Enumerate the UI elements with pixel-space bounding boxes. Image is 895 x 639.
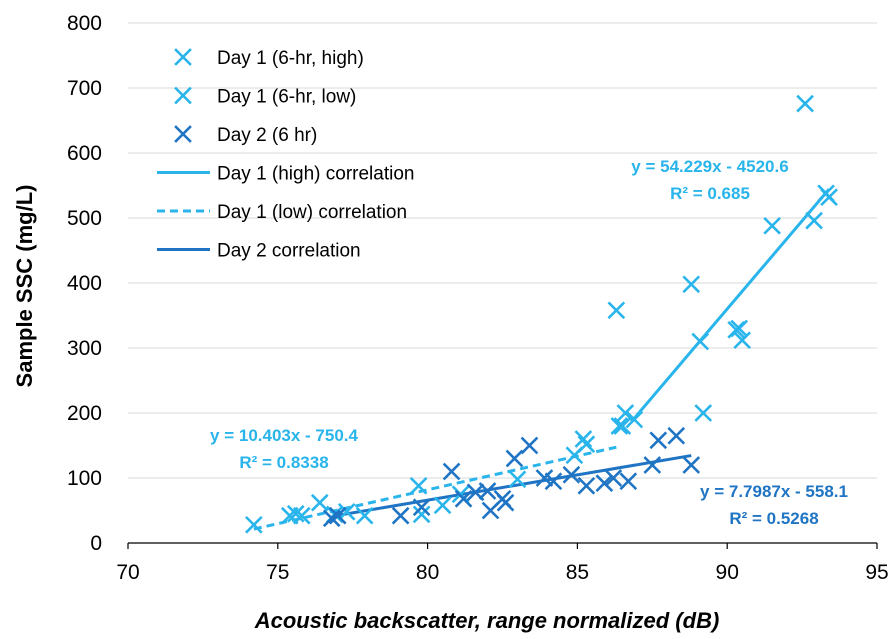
data-point	[694, 404, 713, 422]
data-point	[535, 469, 554, 487]
annotation-line: y = 7.7987x - 558.1	[700, 482, 848, 501]
equation-annotations: y = 54.229x - 4520.6 R² = 0.685 y = 10.403…	[210, 157, 848, 528]
data-point	[682, 275, 701, 294]
y-tick-label: 300	[67, 337, 102, 360]
data-point	[625, 410, 644, 429]
data-point	[619, 472, 638, 491]
data-point	[478, 482, 497, 500]
legend-label: Day 2 correlation	[217, 241, 361, 262]
x-tick-label: 80	[416, 561, 439, 584]
data-point	[796, 94, 814, 113]
legend-label: Day 1 (low) correlation	[217, 202, 407, 223]
y-tick-label: 400	[67, 272, 102, 295]
data-point	[391, 506, 410, 525]
data-point	[820, 188, 838, 207]
data-point	[595, 474, 614, 493]
data-point	[604, 469, 623, 487]
data-point	[496, 493, 515, 512]
y-tick-label: 600	[67, 142, 102, 165]
y-tick-label: 100	[67, 467, 102, 490]
data-point	[442, 462, 461, 481]
legend-label: Day 1 (high) correlation	[217, 164, 414, 185]
legend-marker	[174, 86, 192, 105]
data-point	[328, 506, 347, 525]
data-point	[412, 505, 431, 524]
axes	[127, 542, 878, 549]
data-point	[577, 476, 596, 495]
x-tick-label: 95	[865, 561, 888, 584]
data-point	[310, 493, 329, 512]
data-point	[409, 476, 428, 495]
data-point	[562, 465, 581, 484]
x-tick-label: 85	[566, 561, 589, 584]
data-point	[691, 332, 710, 351]
data-point	[454, 489, 473, 508]
data-point	[610, 417, 629, 435]
y-tick-label: 700	[67, 77, 102, 100]
data-point	[508, 470, 527, 489]
data-point	[505, 449, 524, 468]
legend-label: Day 2 (6 hr)	[217, 125, 317, 146]
x-tick-label: 90	[716, 561, 739, 584]
data-point	[733, 331, 752, 350]
correlation-line-3	[630, 188, 831, 423]
legend-label: Day 1 (6-hr, high)	[217, 48, 364, 69]
data-point	[355, 506, 374, 525]
data-point	[433, 496, 452, 515]
annotation-line: y = 54.229x - 4520.6	[631, 157, 788, 176]
data-point	[607, 301, 626, 320]
legend-label: Day 1 (6-hr, low)	[217, 87, 356, 108]
annotation-line: R² = 0.5268	[729, 509, 818, 528]
data-point	[643, 456, 662, 474]
tick-labels: 70 75 80 85 90 95 0 100 200 300 400 500 600 700 800	[67, 12, 889, 584]
legend-marker	[174, 125, 192, 143]
data-point	[805, 211, 823, 230]
y-tick-label: 0	[90, 532, 102, 555]
data-point	[682, 456, 701, 474]
correlation-line-4	[253, 445, 617, 531]
x-tick-label: 75	[266, 561, 289, 584]
data-point	[577, 435, 596, 454]
y-tick-label: 800	[67, 12, 102, 35]
data-point	[763, 216, 781, 235]
data-point	[337, 502, 356, 521]
gridlines	[128, 22, 877, 479]
data-point	[667, 426, 686, 445]
x-tick-label: 70	[116, 561, 139, 584]
data-points	[244, 94, 838, 534]
data-point	[649, 431, 668, 450]
annotation-line: y = 10.403x - 750.4	[210, 426, 358, 445]
annotation-line: R² = 0.685	[670, 184, 750, 203]
annotation-line: R² = 0.8338	[239, 453, 328, 472]
data-point	[244, 515, 263, 534]
y-tick-label: 200	[67, 402, 102, 425]
data-point	[520, 436, 539, 455]
data-point	[412, 498, 431, 517]
x-axis-title: Acoustic backscatter, range normalized (…	[254, 608, 720, 633]
y-axis-title: Sample SSC (mg/L)	[12, 185, 37, 388]
data-point	[616, 404, 635, 422]
legend-marker	[174, 48, 192, 66]
y-tick-label: 500	[67, 207, 102, 230]
data-point	[544, 472, 563, 491]
legend: Day 1 (6-hr, high) Day 1 (6-hr, low) Day 2…	[157, 48, 414, 262]
data-point	[613, 417, 632, 435]
data-point	[292, 506, 311, 525]
